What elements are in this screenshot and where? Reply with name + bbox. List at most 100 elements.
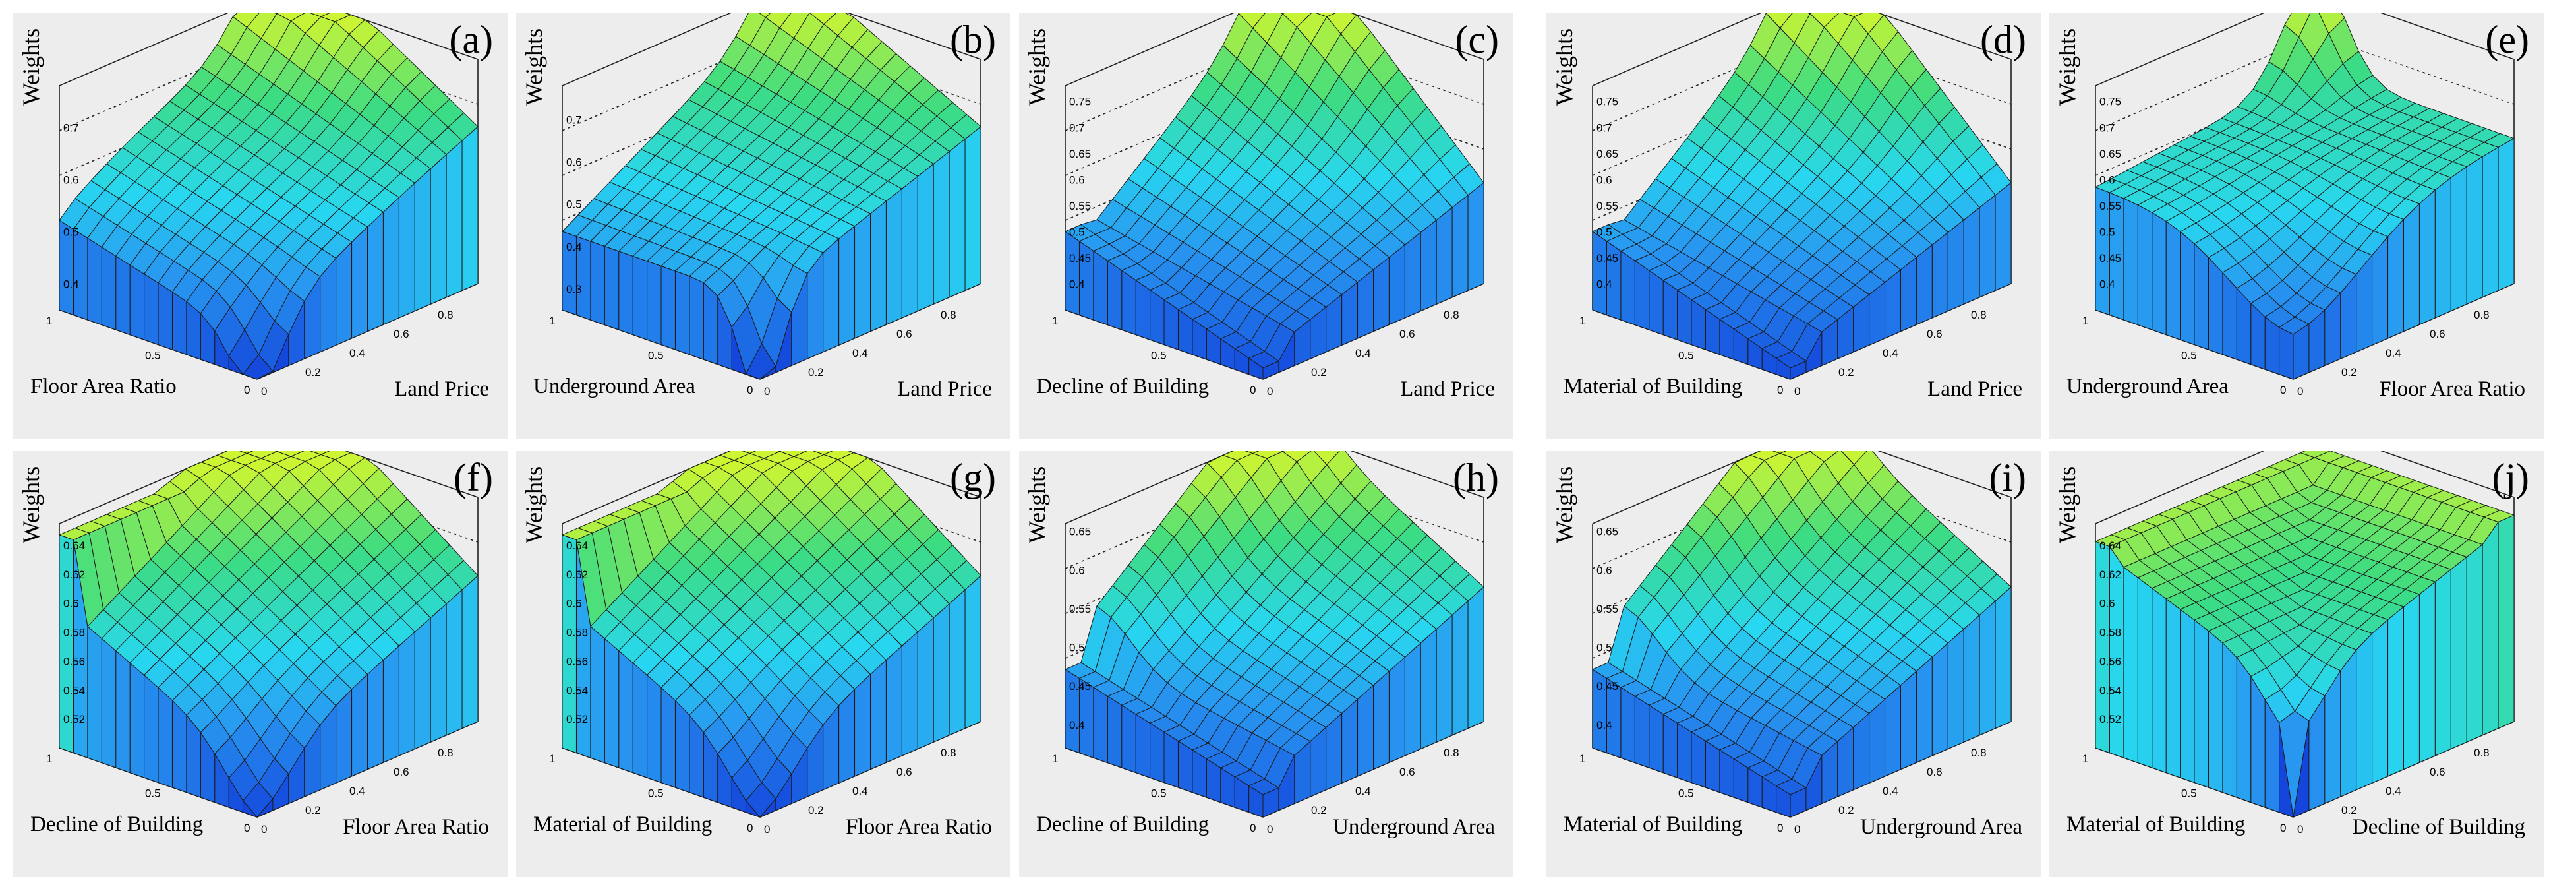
x-tick-label: 0 [747, 822, 753, 834]
x-tick-label: 1 [46, 315, 52, 327]
surface-skirt [1995, 181, 2012, 292]
x-ticks: 00.51 [549, 753, 753, 834]
surface-skirt [1451, 600, 1469, 736]
surface-skirt [351, 673, 368, 777]
box-edge [1592, 451, 1762, 524]
x-tick-label: 1 [1052, 315, 1058, 327]
wall-grid-line [782, 472, 981, 543]
z-tick-label: 0.55 [1596, 603, 1618, 615]
surface-skirt [1420, 219, 1437, 312]
surface-plot-f: 0.52 0.54 0.56 0.58 0.6 0.62 0.64 0 0.5 1 0 0.2 0.4 0… [13, 451, 508, 877]
z-axis-label: Weights [2054, 28, 2080, 106]
z-tick-label: 0.65 [1069, 148, 1091, 160]
surface-skirt [901, 631, 918, 756]
y-tick-label: 0.2 [2341, 804, 2357, 816]
z-tick-label: 0.62 [2099, 569, 2121, 581]
surface-patch [759, 13, 771, 18]
z-tick-label: 0.52 [2099, 713, 2121, 725]
surface-skirt [2137, 577, 2153, 768]
surface-skirt [1963, 614, 1980, 743]
surface-skirt [2498, 514, 2515, 729]
y-tick-label: 0 [261, 823, 267, 836]
surface-skirt [1931, 642, 1948, 756]
wall-grid-line [1065, 34, 1287, 131]
wall-grid-line [2316, 34, 2515, 105]
surface-skirt [2387, 606, 2404, 777]
z-tick-label: 0.6 [63, 173, 79, 186]
box-edge [344, 451, 479, 498]
z-tick-label: 0.45 [1596, 252, 1618, 264]
surface-skirt [1404, 642, 1421, 756]
z-tick-label: 0.7 [63, 121, 79, 134]
surface-skirt [1404, 231, 1421, 319]
y-axis-label: Underground Area [1333, 815, 1495, 839]
z-tick-label: 0.65 [1596, 526, 1618, 538]
z-tick-label: 0.56 [566, 655, 588, 667]
wall-grid-line [1813, 472, 2012, 543]
surface-skirt [101, 638, 117, 768]
z-ticks: 0.52 0.54 0.56 0.58 0.6 0.62 0.64 [2099, 539, 2121, 725]
y-ticks: 0 0.2 0.4 0.6 0.8 [261, 309, 454, 398]
surface-mesh [2094, 13, 2515, 380]
z-axis-label: Weights [18, 466, 44, 543]
z-tick-label: 0.62 [566, 569, 588, 581]
y-ticks: 0 0.2 0.4 0.6 0.8 [1794, 747, 1987, 836]
z-tick-label: 0.56 [63, 655, 85, 667]
y-tick-label: 0.2 [1311, 804, 1327, 816]
x-tick-label: 0 [1777, 822, 1783, 834]
surface-skirt [1107, 260, 1123, 330]
surface-skirt [87, 625, 102, 764]
surface-skirt [1388, 244, 1405, 325]
box-edge [2380, 13, 2515, 60]
z-ticks: 0.52 0.54 0.56 0.58 0.6 0.62 0.64 [566, 539, 588, 725]
z-tick-label: 0.55 [1069, 200, 1091, 212]
box-edge [562, 13, 732, 86]
z-tick-label: 0.64 [63, 539, 85, 552]
surface-skirt [2264, 316, 2280, 375]
surface-skirt [1979, 600, 1996, 736]
surface-skirt [703, 282, 718, 365]
y-tick-label: 0.2 [1838, 804, 1854, 816]
y-ticks: 0 0.2 0.4 0.6 0.8 [1267, 309, 1459, 398]
z-tick-label: 0.62 [63, 569, 85, 581]
surface-skirt [1634, 695, 1650, 768]
surface-skirt [2482, 146, 2499, 298]
z-tick-label: 0.52 [566, 713, 588, 725]
y-axis-label: Underground Area [1860, 815, 2022, 839]
surface-skirt [2123, 198, 2138, 326]
z-ticks: 0.4 0.45 0.5 0.55 0.6 0.65 [1069, 526, 1091, 731]
y-tick-label: 0.2 [808, 804, 824, 816]
box-edge [1350, 13, 1484, 60]
surface-skirt [632, 662, 648, 778]
y-tick-label: 0.4 [349, 785, 365, 797]
surface-skirt [2208, 630, 2223, 793]
surface-skirt [1705, 740, 1720, 793]
surface-skirt [854, 212, 871, 339]
surface-skirt [917, 163, 934, 312]
surface-skirt [1620, 250, 1635, 326]
y-tick-label: 0.4 [1355, 347, 1371, 359]
surface-skirt [1357, 268, 1374, 339]
box-edge [2095, 451, 2265, 524]
surface-skirt [1107, 695, 1123, 768]
surface-skirt [351, 226, 368, 339]
z-tick-label: 0.45 [1069, 680, 1091, 693]
y-ticks: 0 0.2 0.4 0.6 0.8 [1794, 309, 1987, 398]
y-tick-label: 0.6 [1927, 766, 1943, 778]
surface-skirt [398, 182, 415, 319]
z-tick-label: 0.75 [1069, 96, 1091, 108]
y-tick-label: 0.6 [2430, 766, 2445, 778]
panel-label: (d) [1980, 18, 2026, 61]
surface-skirt [461, 125, 479, 292]
z-ticks: 0.4 0.45 0.5 0.55 0.6 0.65 0.7 0.75 [2099, 96, 2121, 291]
surface-skirt [1451, 194, 1469, 298]
surface-skirt [1931, 231, 1948, 319]
z-tick-label: 0.45 [2099, 252, 2121, 264]
box-edge [847, 13, 981, 60]
surface-skirt [1995, 586, 2012, 729]
surface-skirt [2434, 569, 2451, 756]
surface-svg: 0.520.540.560.580.60.620.6400.5100.20.40… [46, 451, 479, 836]
y-tick-label: 0.4 [2386, 785, 2401, 797]
surface-skirt [2180, 231, 2195, 346]
